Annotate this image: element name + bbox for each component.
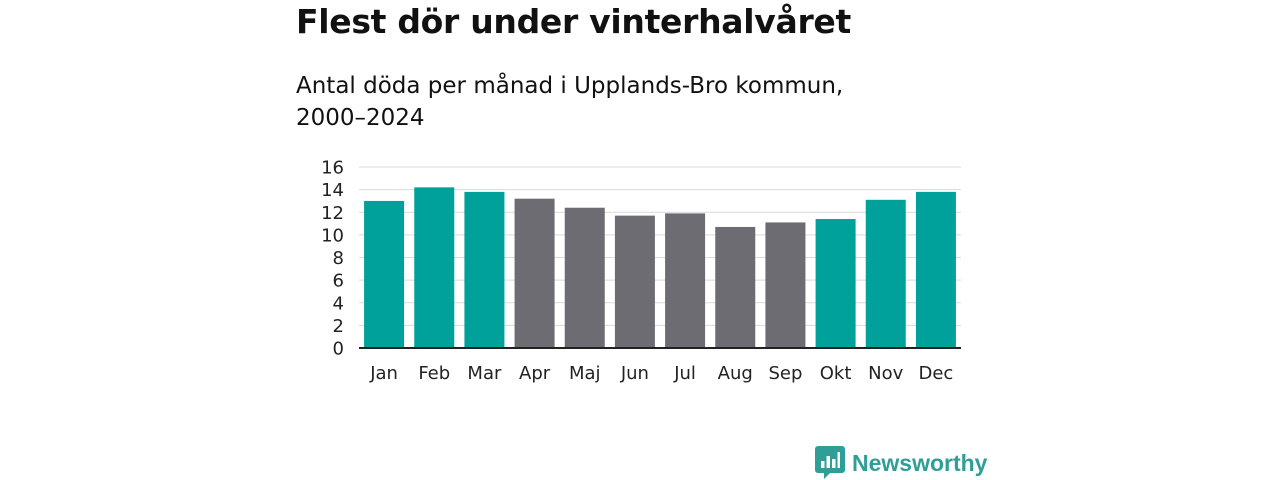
x-tick-label: Okt [820,363,852,384]
y-tick-label: 8 [333,248,344,269]
x-tick-label: Aug [718,363,753,384]
x-tick-label: Maj [569,363,601,384]
y-tick-label: 0 [333,339,344,360]
x-tick-label: Jun [620,363,649,384]
bar-okt [815,219,856,348]
y-tick-label: 14 [321,180,344,201]
bar-maj [564,207,605,348]
x-axis-labels: Jan Feb Mar Apr Maj Jun Jul Aug Sep Okt Nov Dec [369,363,953,384]
y-tick-label: 10 [321,225,344,246]
x-tick-label: Jul [673,363,696,384]
x-tick-label: Dec [918,363,953,384]
bar-jan [364,200,405,348]
x-tick-label: Sep [768,363,802,384]
bar-mar [464,191,505,348]
newsworthy-logo: Newsworthy [815,446,987,480]
bar-sep [765,222,806,348]
chart-subtitle: Antal döda per månad i Upplands-Bro komm… [296,73,844,131]
y-tick-label: 2 [333,316,344,337]
x-tick-label: Mar [467,363,502,384]
y-tick-label: 4 [333,293,344,314]
bar-jun [614,215,655,348]
x-tick-label: Feb [418,363,450,384]
bar-feb [414,187,455,348]
x-tick-label: Apr [519,363,551,384]
chart-title: Flest dör under vinterhalvåret [296,2,851,41]
gridlines [359,166,961,326]
y-tick-label: 12 [321,203,344,224]
bar-aug [715,226,756,348]
bars [364,187,956,348]
bar-apr [514,198,555,348]
bar-nov [865,199,906,348]
bar-jul [665,213,706,348]
logo-text: Newsworthy [852,449,988,476]
y-tick-label: 6 [333,271,344,292]
bar-dec [915,191,956,348]
x-tick-label: Jan [369,363,398,384]
y-tick-label: 16 [321,158,344,179]
x-tick-label: Nov [868,363,903,384]
newsworthy-chart-icon [815,446,845,479]
